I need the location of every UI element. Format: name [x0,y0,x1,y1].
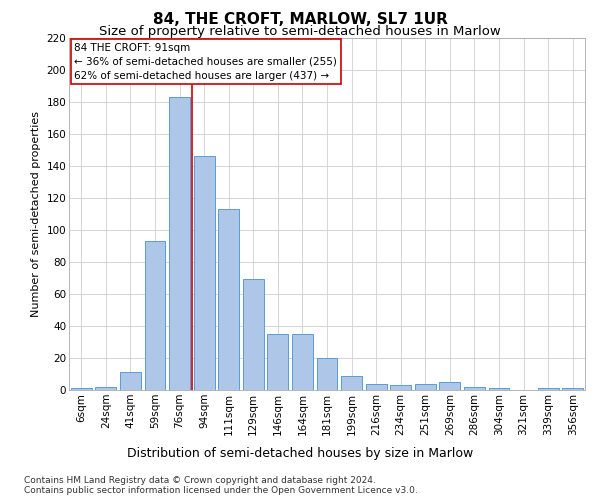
Bar [120,372,141,390]
Text: Contains HM Land Registry data © Crown copyright and database right 2024.: Contains HM Land Registry data © Crown c… [24,476,376,485]
Bar [464,387,485,390]
Bar [169,97,190,390]
Y-axis label: Number of semi-detached properties: Number of semi-detached properties [31,111,41,317]
Bar [317,358,337,390]
Bar [488,388,509,390]
Text: Size of property relative to semi-detached houses in Marlow: Size of property relative to semi-detach… [99,25,501,38]
Text: Contains public sector information licensed under the Open Government Licence v3: Contains public sector information licen… [24,486,418,495]
Bar [71,388,92,390]
Bar [218,209,239,390]
Bar [292,334,313,390]
Bar [415,384,436,390]
Bar [439,382,460,390]
Text: Distribution of semi-detached houses by size in Marlow: Distribution of semi-detached houses by … [127,448,473,460]
Bar [538,388,559,390]
Text: 84, THE CROFT, MARLOW, SL7 1UR: 84, THE CROFT, MARLOW, SL7 1UR [152,12,448,28]
Bar [243,280,264,390]
Text: 84 THE CROFT: 91sqm
← 36% of semi-detached houses are smaller (255)
62% of semi-: 84 THE CROFT: 91sqm ← 36% of semi-detach… [74,43,337,81]
Bar [145,241,166,390]
Bar [390,385,411,390]
Bar [95,387,116,390]
Bar [194,156,215,390]
Bar [365,384,386,390]
Bar [562,388,583,390]
Bar [341,376,362,390]
Bar [268,334,289,390]
